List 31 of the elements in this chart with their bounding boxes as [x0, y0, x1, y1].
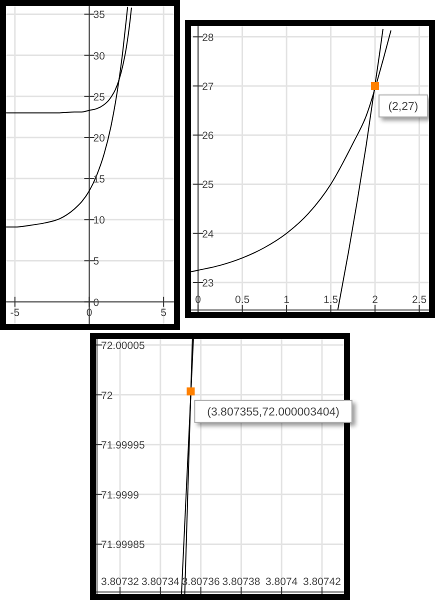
y-tick-label: 71.99995 [101, 440, 145, 452]
y-tick-label: 28 [202, 32, 214, 44]
y-tick-label: 30 [93, 50, 106, 62]
y-tick-label: 5 [93, 256, 100, 268]
x-tick-label: 3.8074 [266, 576, 298, 588]
y-tick-label: 20 [93, 132, 106, 144]
y-tick-label: 10 [93, 214, 106, 227]
annotation: (2,27) [388, 100, 418, 113]
x-tick-label: 3.80742 [303, 576, 342, 588]
x-tick-label: 1.5 [323, 294, 338, 306]
y-tick-label: 72 [101, 390, 113, 402]
y-tick-label: 71.99985 [101, 539, 145, 552]
x-tick-label: -5 [10, 306, 20, 319]
x-tick-label: 3.80732 [101, 576, 140, 588]
y-tick-label: 35 [93, 9, 106, 22]
x-tick-label: 3.80738 [222, 576, 260, 588]
x-tick-label: 3.80734 [141, 576, 180, 588]
y-tick-label: 27 [202, 80, 214, 93]
y-tick-label: 23 [202, 278, 214, 290]
y-tick-label: 25 [202, 179, 214, 192]
y-tick-label: 72.00005 [101, 340, 145, 352]
y-tick-label: 71.9999 [101, 489, 140, 502]
x-tick-label: 0.5 [235, 294, 250, 306]
x-tick-label: 1 [284, 294, 290, 306]
annotation: (3.807355,72.000003404) [207, 406, 340, 418]
y-tick-label: 25 [93, 91, 106, 104]
x-tick-label: 5 [160, 306, 167, 319]
x-tick-label: 2 [372, 294, 378, 306]
y-tick-label: 26 [202, 130, 214, 142]
x-tick-label: 2.5 [412, 294, 427, 306]
y-tick-label: 24 [202, 228, 214, 240]
